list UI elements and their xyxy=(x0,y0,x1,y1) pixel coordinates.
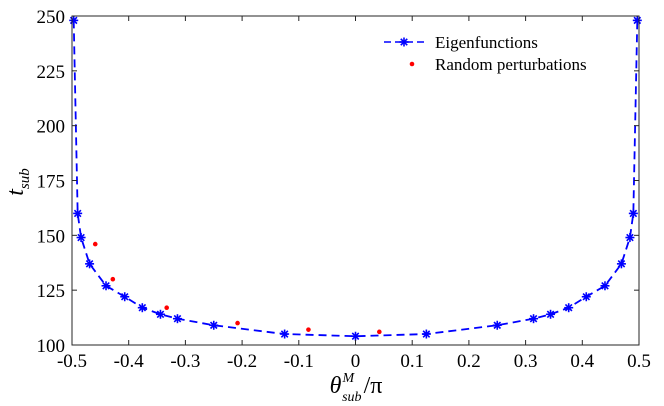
eigenfunctions-point xyxy=(492,320,502,330)
x-tick-label: -0.5 xyxy=(57,351,87,372)
eigenfunctions-point xyxy=(421,329,431,339)
legend-box xyxy=(376,22,626,80)
x-axis-label-sub: sub xyxy=(342,390,361,405)
eigenfunctions-point xyxy=(137,303,147,313)
eigenfunctions-point xyxy=(632,15,642,25)
random-perturbation-point xyxy=(92,241,98,247)
eigenfunctions-point xyxy=(73,208,83,218)
eigenfunctions-point xyxy=(581,292,591,302)
y-tick-label: 225 xyxy=(37,62,66,83)
y-tick-label: 175 xyxy=(37,172,66,193)
eigenfunctions-point xyxy=(625,233,635,243)
legend: Eigenfunctions Random perturbations xyxy=(376,22,626,80)
eigenfunctions-point xyxy=(172,314,182,324)
random-perturbation-point xyxy=(377,329,382,335)
legend-random-label: Random perturbations xyxy=(435,55,587,74)
legend-eigen-marker xyxy=(399,37,409,47)
x-tick-label: 0.1 xyxy=(400,351,424,372)
eigenfunctions-point xyxy=(546,309,556,319)
legend-eigen-star xyxy=(399,37,409,47)
random-perturbation-point xyxy=(306,327,311,332)
eigenfunctions-point xyxy=(76,233,86,243)
eigenfunctions-point xyxy=(280,329,290,339)
eigenfunctions-point xyxy=(85,259,95,269)
x-axis: -0.5 -0.4 -0.3 -0.2 -0.1 0 0.1 0.2 0.3 0.4 0.5 xyxy=(57,16,651,372)
eigenfunctions-point xyxy=(616,259,626,269)
legend-eigen-label: Eigenfunctions xyxy=(435,33,538,52)
x-tick-label: 0 xyxy=(351,351,361,372)
x-tick-label: -0.3 xyxy=(170,351,200,372)
y-tick-label: 100 xyxy=(37,336,66,357)
y-axis-label: tsub xyxy=(3,168,33,196)
x-tick-label: -0.4 xyxy=(114,351,145,372)
eigenfunctions-point xyxy=(69,15,79,25)
y-axis-label-base: t xyxy=(3,188,29,196)
y-tick-label: 200 xyxy=(37,117,66,138)
y-axis: 100 125 150 175 200 225 250 xyxy=(37,7,639,357)
eigenfunctions-point xyxy=(101,281,111,291)
eigenfunctions-point xyxy=(529,314,539,324)
eigenfunctions-point xyxy=(120,292,130,302)
y-tick-label: 250 xyxy=(37,7,66,28)
random-perturbation-point xyxy=(110,276,116,282)
random-perturbation-point xyxy=(164,305,169,311)
x-tick-label: 0.5 xyxy=(627,351,651,372)
x-tick-label: -0.2 xyxy=(227,351,257,372)
x-axis-label: θM sub/π xyxy=(330,371,383,405)
x-tick-label: 0.4 xyxy=(570,351,594,372)
x-tick-label: 0.2 xyxy=(457,351,481,372)
y-axis-label-sub: sub xyxy=(17,168,33,189)
x-tick-label: 0.3 xyxy=(514,351,538,372)
eigenfunctions-point xyxy=(209,320,219,330)
eigenfunctions-point xyxy=(628,208,638,218)
x-axis-label-suffix: /π xyxy=(364,373,383,399)
x-axis-label-base: θ xyxy=(330,373,342,399)
eigenfunctions-point xyxy=(600,281,610,291)
eigenfunctions-point xyxy=(155,309,165,319)
random-perturbation-point xyxy=(235,320,240,326)
y-tick-label: 125 xyxy=(37,281,66,302)
y-tick-label: 150 xyxy=(37,226,66,247)
x-axis-label-sup: M xyxy=(341,371,355,386)
legend-random-marker xyxy=(409,61,415,67)
eigenfunctions-point xyxy=(564,303,574,313)
x-tick-label: -0.1 xyxy=(284,351,314,372)
eigenfunctions-point xyxy=(351,331,360,341)
eigenfunctions-line xyxy=(72,20,639,338)
